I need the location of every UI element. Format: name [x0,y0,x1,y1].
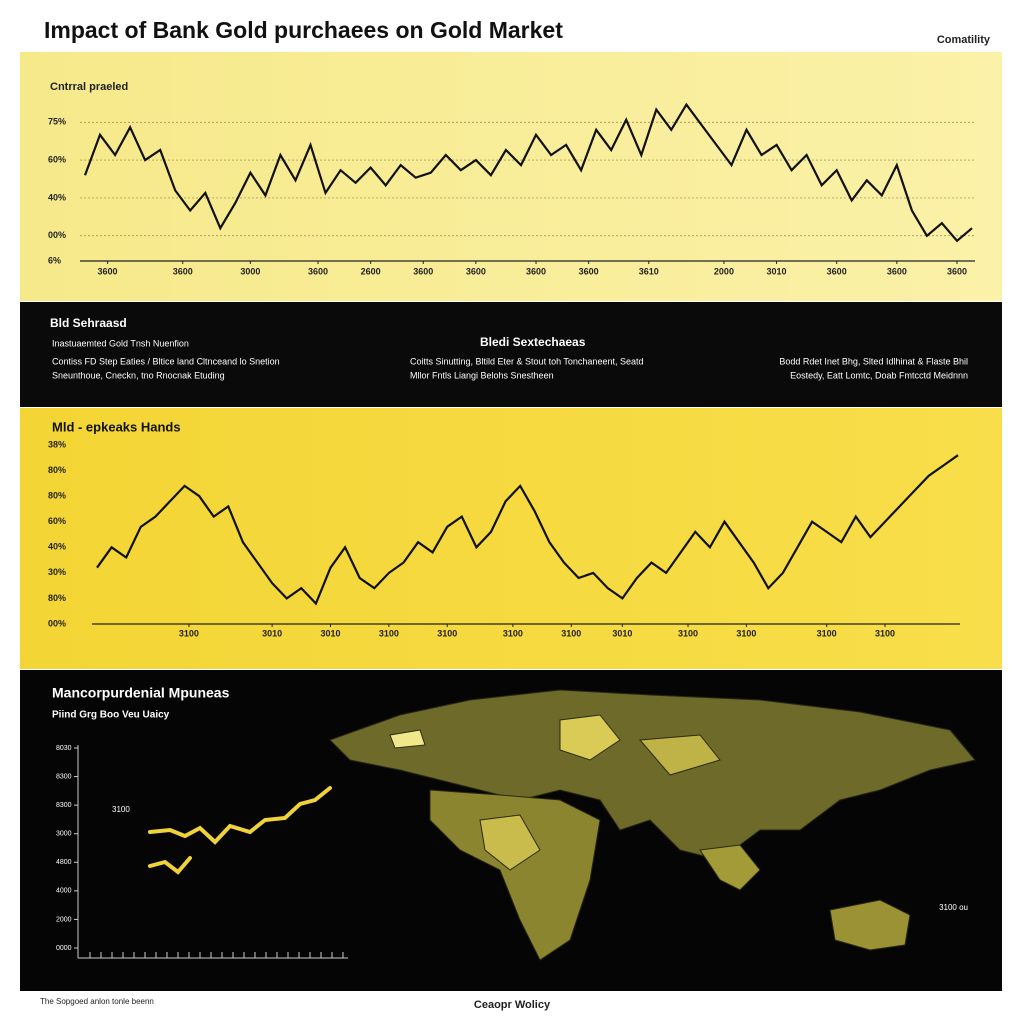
map-subtitle: Piind Grg Boo Veu Uaicy [52,710,170,721]
panel-2 [20,408,1002,669]
footer-left: The Sopgoed anlon tonle beenn [40,997,154,1006]
map-region [559,714,621,761]
x-tick-label: 3600 [98,266,118,276]
x-tick-label: 3610 [639,266,659,276]
map-region [638,734,721,776]
x-tick-label: 3100 [179,628,199,638]
panel-text: Bodd Rdet Inet Bhg, Slted Idlhinat & Fla… [779,356,968,366]
x-tick-label: 3600 [413,266,433,276]
map-point-label: 3100 [112,805,130,814]
corner-label: Comatility [937,34,991,46]
map-axis-label: 0000 [56,945,72,952]
x-tick-label: 3010 [612,628,632,638]
x-tick-label: 3100 [503,628,523,638]
x-tick-label: 3600 [466,266,486,276]
panel-text: Sneunthoue, Cneckn, tno Rnocnak Etuding [52,370,225,380]
x-tick-label: 3010 [320,628,340,638]
map-axis-label: 8300 [56,802,72,809]
decorative-trail [148,786,332,875]
x-tick-label: 3100 [678,628,698,638]
panel-heading: Bld Sehraasd [50,316,127,330]
x-tick-label: 3000 [240,266,260,276]
y-tick-label: 60% [48,154,66,164]
y-tick-label: 80% [48,593,66,603]
x-tick-label: 3600 [526,266,546,276]
map-axis-label: 4000 [56,888,72,895]
line-series [83,102,973,243]
x-tick-label: 3100 [875,628,895,638]
line-series [96,454,959,606]
y-tick-label: 40% [48,542,66,552]
x-tick-label: 3010 [262,628,282,638]
text-panel [20,302,1002,407]
x-tick-label: 3600 [827,266,847,276]
y-tick-label: 38% [48,439,66,449]
x-tick-label: 3600 [947,266,967,276]
x-tick-label: 3600 [579,266,599,276]
x-tick-label: 3100 [379,628,399,638]
map-region [329,689,976,861]
x-tick-label: 3100 [736,628,756,638]
y-tick-label: 60% [48,516,66,526]
x-tick-label: 2000 [714,266,734,276]
x-tick-label: 3100 [437,628,457,638]
x-tick-label: 2600 [361,266,381,276]
x-tick-label: 3600 [173,266,193,276]
map-region [389,729,426,749]
map-region [429,789,601,961]
chart-title: Cntrral praeled [50,81,128,93]
panel-text: Mllor Fntls Liangi Belohs Snestheen [410,370,554,380]
y-tick-label: 80% [48,465,66,475]
footer-center: Ceaopr Wolicy [474,999,551,1011]
x-tick-label: 3600 [308,266,328,276]
page-title: Impact of Bank Gold purchaees on Gold Ma… [44,17,563,43]
map-region [479,814,541,871]
map-axis-label: 8030 [56,745,72,752]
x-tick-label: 3010 [767,266,787,276]
panel-text: Coitts Sinutting, Bltild Eter & Stout to… [410,356,643,366]
map-axis-label: 8300 [56,773,72,780]
x-tick-label: 3600 [887,266,907,276]
y-tick-label: 30% [48,567,66,577]
map-axis-label: 3000 [56,831,72,838]
panel-1 [20,52,1002,301]
y-tick-label: 00% [48,230,66,240]
map-title: Mancorpurdenial Mpuneas [52,685,230,701]
y-tick-label: 6% [48,255,61,265]
panel-text: Eostedy, Eatt Lomtc, Doab Fmtcctd Meidnn… [790,370,968,380]
x-tick-label: 3100 [561,628,581,638]
map-region [829,899,911,951]
x-tick-label: 3100 [817,628,837,638]
y-tick-label: 75% [48,117,66,127]
map-axis-label: 4800 [56,859,72,866]
y-tick-label: 80% [48,491,66,501]
y-tick-label: 00% [48,618,66,628]
map-axis-label: 2000 [56,916,72,923]
map-corner-label: 3100 ou [939,903,968,912]
map-region [699,844,761,891]
world-map [329,689,976,961]
y-tick-label: 40% [48,192,66,202]
panel-subheading: Inastuaemted Gold Tnsh Nuenfion [52,338,189,348]
panel-center-heading: Bledi Sextechaeas [480,335,586,349]
panel-text: Contiss FD Step Eaties / Bltice land Clt… [52,356,280,366]
chart-title: Mld - epkeaks Hands [52,419,181,434]
